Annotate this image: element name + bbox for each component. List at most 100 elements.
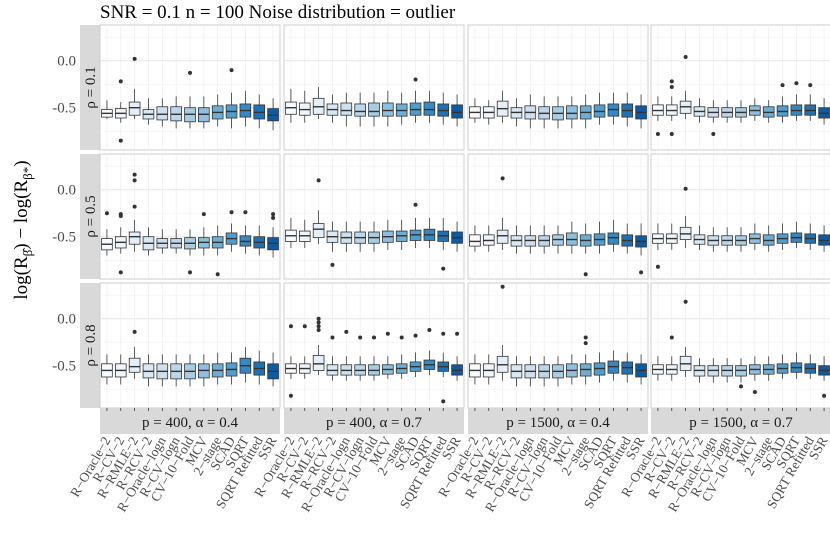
- box-body: [607, 232, 620, 245]
- box-body: [423, 101, 436, 116]
- outlier-point: [683, 54, 688, 59]
- box-5: [156, 98, 169, 127]
- facet-panel: [467, 24, 649, 151]
- box-7: [368, 335, 380, 381]
- row-strip-label: ρ = 0.5: [83, 195, 99, 237]
- outlier-point: [441, 266, 446, 271]
- box-body: [312, 223, 325, 239]
- column-strip-label: p = 1500, α = 0.4: [506, 415, 610, 431]
- box-9: [579, 223, 592, 277]
- box-10: [409, 77, 422, 123]
- box-12: [437, 331, 450, 404]
- outlier-point: [229, 68, 234, 73]
- box-13: [635, 94, 647, 129]
- box-5: [524, 94, 537, 129]
- facet-panel: [467, 282, 649, 409]
- box-4: [326, 335, 339, 381]
- outlier-point: [302, 324, 307, 329]
- box-13: [451, 94, 463, 127]
- outlier-point: [132, 329, 137, 334]
- box-12: [621, 352, 634, 383]
- outlier-point: [455, 331, 460, 336]
- outlier-point: [316, 320, 321, 325]
- box-3: [128, 172, 141, 252]
- box-4: [142, 98, 155, 125]
- box-12: [437, 92, 450, 125]
- outlier-point: [780, 83, 785, 88]
- row-strip: [80, 154, 100, 279]
- box-11: [239, 346, 252, 383]
- box-1: [652, 356, 664, 381]
- box-9: [395, 335, 408, 379]
- facet-panel: [467, 153, 649, 280]
- box-13: [635, 354, 647, 385]
- box-9: [762, 356, 775, 381]
- outlier-point: [316, 327, 321, 332]
- box-2: [665, 223, 678, 250]
- outlier-point: [427, 327, 432, 332]
- box-8: [566, 354, 578, 385]
- box-8: [198, 96, 210, 129]
- box-3: [312, 316, 325, 376]
- box-8: [198, 212, 210, 256]
- outlier-point: [118, 79, 123, 84]
- box-body: [128, 231, 141, 245]
- box-5: [707, 358, 720, 383]
- facet-grid: ρ = 0.1 0.0 -0.5 ρ = 0.5 0.0 -0.5 ρ = 0.8 0.0 -0…: [52, 24, 830, 514]
- box-1: [469, 225, 481, 252]
- facet-panel: [99, 153, 281, 280]
- box-body: [128, 357, 141, 373]
- box-11: [790, 221, 803, 248]
- box-6: [354, 92, 366, 127]
- outlier-point: [822, 393, 827, 398]
- box-4: [693, 225, 706, 250]
- box-1: [469, 354, 481, 385]
- outlier-point: [243, 210, 248, 215]
- outlier-point: [330, 262, 335, 267]
- box-7: [552, 225, 564, 254]
- box-9: [579, 94, 592, 129]
- box-3: [312, 178, 325, 245]
- box-9: [762, 225, 775, 252]
- box-10: [593, 92, 606, 125]
- column-strip-label: p = 1500, α = 0.7: [689, 415, 793, 431]
- box-11: [239, 90, 252, 127]
- box-11: [239, 210, 252, 254]
- box-6: [354, 335, 366, 381]
- box-body: [128, 101, 141, 116]
- box-11: [607, 350, 620, 381]
- box-11: [790, 352, 803, 379]
- outlier-point: [316, 324, 321, 329]
- facet-panel: [283, 153, 465, 280]
- box-11: [607, 92, 620, 125]
- box-2: [482, 225, 495, 252]
- box-13: [451, 331, 463, 381]
- box-2: [114, 212, 127, 275]
- box-body: [312, 354, 325, 371]
- box-9: [395, 219, 408, 250]
- outlier-point: [316, 178, 321, 183]
- box-7: [735, 227, 747, 252]
- box-1: [652, 223, 664, 269]
- outlier-point: [358, 335, 363, 340]
- box-9: [211, 352, 224, 385]
- box-3: [128, 329, 141, 379]
- outlier-point: [288, 393, 293, 398]
- box-7: [184, 354, 196, 387]
- box-2: [665, 335, 678, 381]
- box-8: [749, 223, 761, 250]
- box-11: [423, 327, 436, 376]
- box-5: [156, 229, 169, 254]
- box-7: [552, 356, 564, 387]
- outlier-point: [316, 316, 321, 321]
- box-13: [267, 212, 279, 258]
- outlier-point: [583, 272, 588, 277]
- outlier-point: [683, 299, 688, 304]
- box-8: [198, 354, 210, 387]
- box-body: [451, 104, 463, 119]
- y-axis-label: log(Rβ̂) − log(Rβ*): [11, 160, 35, 299]
- outlier-point: [132, 204, 137, 209]
- box-5: [707, 100, 720, 137]
- facet-panel: [99, 282, 281, 409]
